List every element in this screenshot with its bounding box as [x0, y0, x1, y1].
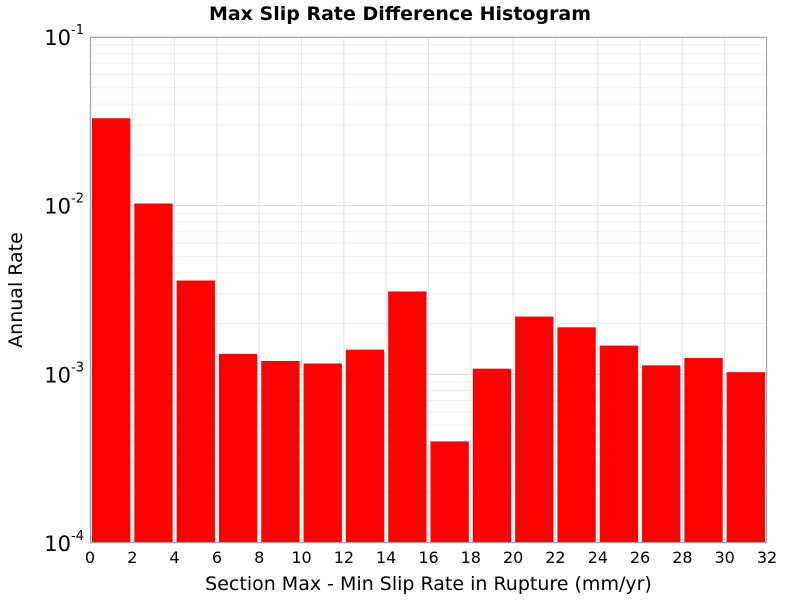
bar	[218, 353, 258, 543]
bar	[726, 372, 765, 543]
y-tick-label: 10 -3	[44, 360, 84, 387]
y-tick-base: 10	[44, 195, 71, 219]
y-tick-label: 10 -1	[44, 23, 84, 50]
x-tick-label: 26	[630, 548, 650, 567]
bar	[430, 441, 469, 543]
x-tick-label: 8	[254, 548, 264, 567]
bar	[134, 203, 173, 543]
x-tick-label: 14	[376, 548, 396, 567]
bar	[261, 360, 300, 543]
bar	[515, 316, 554, 543]
y-axis-label: Annual Rate	[5, 232, 27, 348]
bar	[345, 349, 385, 543]
x-axis-ticks: 0 2 4 6 8 10 12 14 16 18 20 22 24 26 28 30 32	[85, 548, 777, 567]
bar	[684, 357, 723, 543]
y-tick-label: 10 -2	[44, 192, 84, 219]
x-tick-label: 10	[291, 548, 311, 567]
bar	[303, 363, 342, 543]
x-tick-label: 28	[672, 548, 692, 567]
bar	[176, 280, 215, 543]
bar	[472, 368, 512, 543]
bars	[92, 118, 765, 544]
x-tick-label: 12	[334, 548, 354, 567]
y-axis-ticks: 10-410-310-210-1	[44, 23, 84, 556]
bar	[388, 291, 427, 543]
plot-frame	[90, 37, 767, 543]
x-tick-label: 22	[545, 548, 565, 567]
x-tick-label: 4	[170, 548, 180, 567]
x-axis-label: Section Max - Min Slip Rate in Rupture (…	[205, 573, 652, 595]
x-tick-label: 32	[757, 548, 777, 567]
y-tick-exponent: -3	[71, 360, 84, 375]
y-tick-exponent: -1	[71, 23, 84, 38]
x-tick-label: 16	[418, 548, 438, 567]
y-tick-exponent: -4	[71, 529, 84, 544]
y-tick-base: 10	[44, 532, 71, 556]
bar	[599, 345, 639, 543]
y-tick-base: 10	[44, 363, 71, 387]
bar	[557, 327, 596, 543]
y-tick-exponent: -2	[71, 192, 84, 207]
x-tick-label: 6	[212, 548, 222, 567]
y-tick-label: 10 -4	[44, 529, 84, 556]
plot-area	[89, 36, 768, 544]
chart-title: Max Slip Rate Difference Histogram	[209, 3, 591, 25]
x-tick-label: 0	[85, 548, 95, 567]
x-tick-label: 20	[503, 548, 523, 567]
x-tick-label: 18	[461, 548, 481, 567]
x-tick-label: 24	[588, 548, 608, 567]
x-tick-label: 2	[127, 548, 137, 567]
y-tick-base: 10	[44, 26, 71, 50]
bar	[92, 118, 131, 544]
bar	[642, 365, 681, 543]
x-tick-label: 30	[715, 548, 735, 567]
